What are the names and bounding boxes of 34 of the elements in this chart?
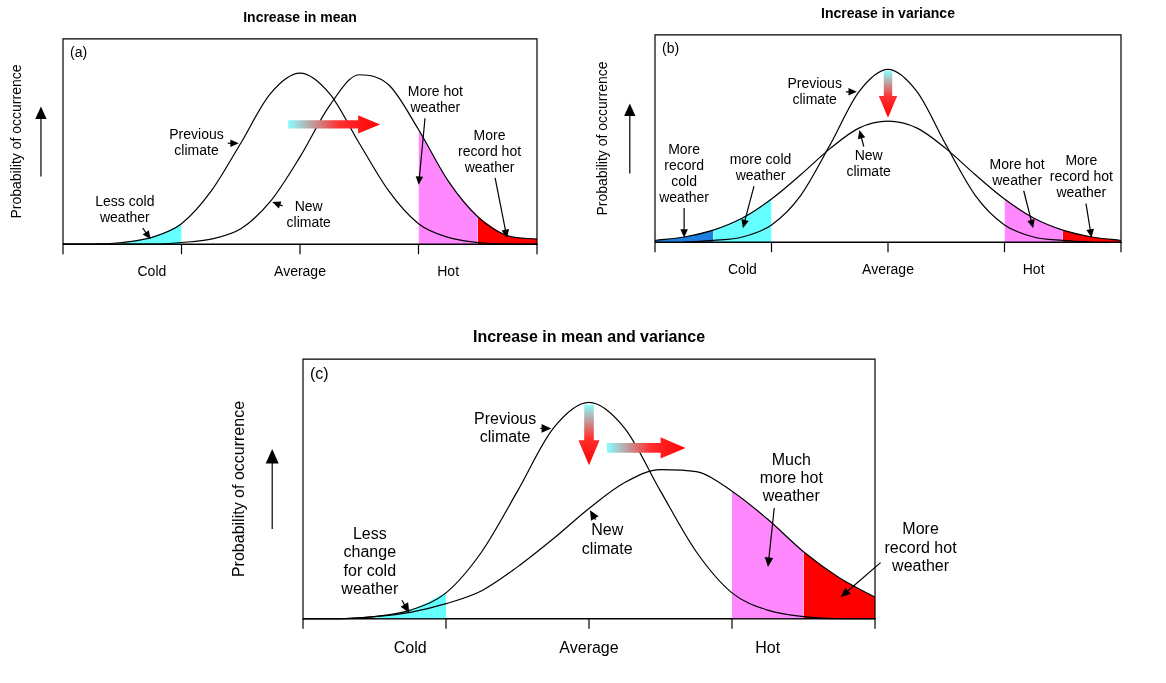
series-label: more cold weather [729, 150, 792, 183]
text: (c) [310, 364, 329, 382]
series-label: Less cold weather [95, 193, 155, 226]
x-tick-label: Average [862, 261, 915, 278]
x-tick-label: Hot [437, 263, 460, 280]
y-axis-title: Probability of occurrence [230, 400, 248, 578]
series-label: Less change for cold weather [340, 524, 399, 597]
series-label: Previous climate [169, 126, 224, 159]
series-label: New climate [581, 521, 633, 557]
x-tick-label: Hot [1022, 261, 1045, 278]
chart-title: Increase in mean [243, 9, 357, 26]
legend-label: Previous climate [787, 74, 842, 107]
series-label: Much more hot weather [759, 450, 824, 505]
y-axis-title: Probability of occurrence [8, 64, 25, 219]
series-label: More hot weather [407, 83, 464, 116]
legend-label: Previous climate [474, 409, 537, 446]
series-label: New climate [846, 147, 892, 180]
x-tick-label: Average [274, 263, 327, 280]
x-tick-label: Hot [755, 638, 781, 656]
series-label: More record hot weather [884, 520, 958, 574]
legend-label: New climate [286, 198, 332, 231]
chart-title: Increase in mean and variance [472, 328, 706, 346]
x-tick-label: Cold [727, 261, 757, 278]
text: (a) [70, 43, 88, 60]
series-label: More hot weather [989, 155, 1045, 188]
x-tick-label: Cold [393, 638, 427, 656]
text: (b) [662, 39, 680, 56]
text: More record hot weather [458, 126, 522, 175]
text: More record hot weather [1049, 152, 1113, 201]
series-label: More record cold weather [658, 140, 710, 205]
x-tick-label: Cold [137, 263, 167, 280]
x-tick-label: Average [559, 638, 619, 656]
y-axis-title: Probability of occurrence [594, 61, 611, 216]
chart-title: Increase in variance [821, 5, 956, 22]
